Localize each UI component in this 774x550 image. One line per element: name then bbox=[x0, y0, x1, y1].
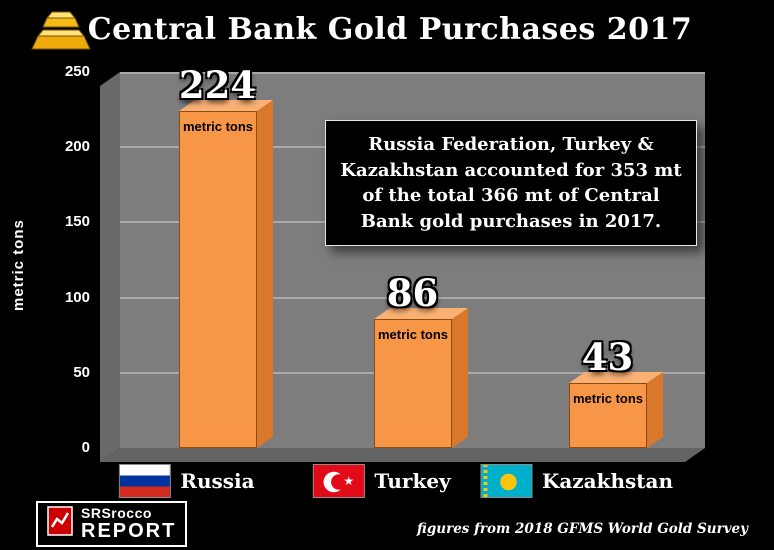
bar-kazakhstan-side-face bbox=[647, 372, 663, 448]
plot-left-wall bbox=[100, 72, 120, 462]
gridline bbox=[120, 296, 705, 299]
logo-name-text: SRSrocco bbox=[81, 505, 152, 521]
annotation-box: Russia Federation, Turkey & Kazakhstan a… bbox=[325, 120, 697, 247]
y-tick-label: 150 bbox=[64, 213, 90, 231]
logo-report-text: REPORT bbox=[81, 519, 177, 542]
y-tick-label: 200 bbox=[64, 138, 90, 156]
bar-value-russia: 224 bbox=[178, 63, 257, 107]
bar-kazakhstan-top-face bbox=[569, 372, 663, 383]
y-axis-title: metric tons bbox=[10, 219, 27, 311]
category-label-kazakhstan: Kazakhstan bbox=[541, 469, 674, 493]
y-tick-label: 100 bbox=[64, 288, 90, 306]
turkey-flag-icon bbox=[312, 464, 365, 498]
gold-bars-icon bbox=[26, 6, 96, 54]
bar-turkey-top-face bbox=[374, 308, 468, 319]
bar-value-turkey: 86 bbox=[386, 271, 439, 315]
bar-russia-top-face bbox=[179, 100, 273, 111]
srsrocco-logo-icon bbox=[47, 506, 73, 541]
bar-russia-side-face bbox=[257, 100, 273, 448]
bar-turkey-side-face bbox=[452, 308, 468, 448]
logo-text: SRSrocco REPORT bbox=[81, 506, 176, 542]
bar-turkey-unit-label: metric tons bbox=[377, 327, 449, 342]
bar-kazakhstan-unit-label: metric tons bbox=[572, 391, 644, 406]
gridline bbox=[120, 72, 705, 74]
annotation-text: Russia Federation, Turkey & Kazakhstan a… bbox=[340, 134, 682, 232]
category-kazakhstan: Kazakhstan bbox=[479, 464, 674, 498]
y-tick-label: 50 bbox=[73, 363, 90, 381]
category-russia: Russia bbox=[118, 464, 255, 498]
bar-value-kazakhstan: 43 bbox=[581, 335, 634, 379]
source-note: figures from 2018 GFMS World Gold Survey bbox=[417, 521, 748, 537]
russia-flag-icon bbox=[118, 464, 171, 498]
y-tick-label: 250 bbox=[64, 63, 90, 80]
srsrocco-logo: SRSrocco REPORT bbox=[36, 501, 188, 547]
bar-russia-unit-label: metric tons bbox=[182, 119, 254, 134]
chart-title: Central Bank Gold Purchases 2017 bbox=[87, 12, 693, 47]
category-label-turkey: Turkey bbox=[374, 469, 451, 493]
plot-floor bbox=[100, 448, 705, 462]
category-turkey: Turkey bbox=[312, 464, 451, 498]
bar-kazakhstan: metric tons bbox=[569, 383, 647, 448]
kazakhstan-flag-icon bbox=[479, 464, 532, 498]
y-tick-label: 0 bbox=[81, 439, 90, 456]
bar-russia: metric tons bbox=[179, 111, 257, 448]
category-label-russia: Russia bbox=[180, 469, 255, 493]
bar-turkey: metric tons bbox=[374, 319, 452, 448]
